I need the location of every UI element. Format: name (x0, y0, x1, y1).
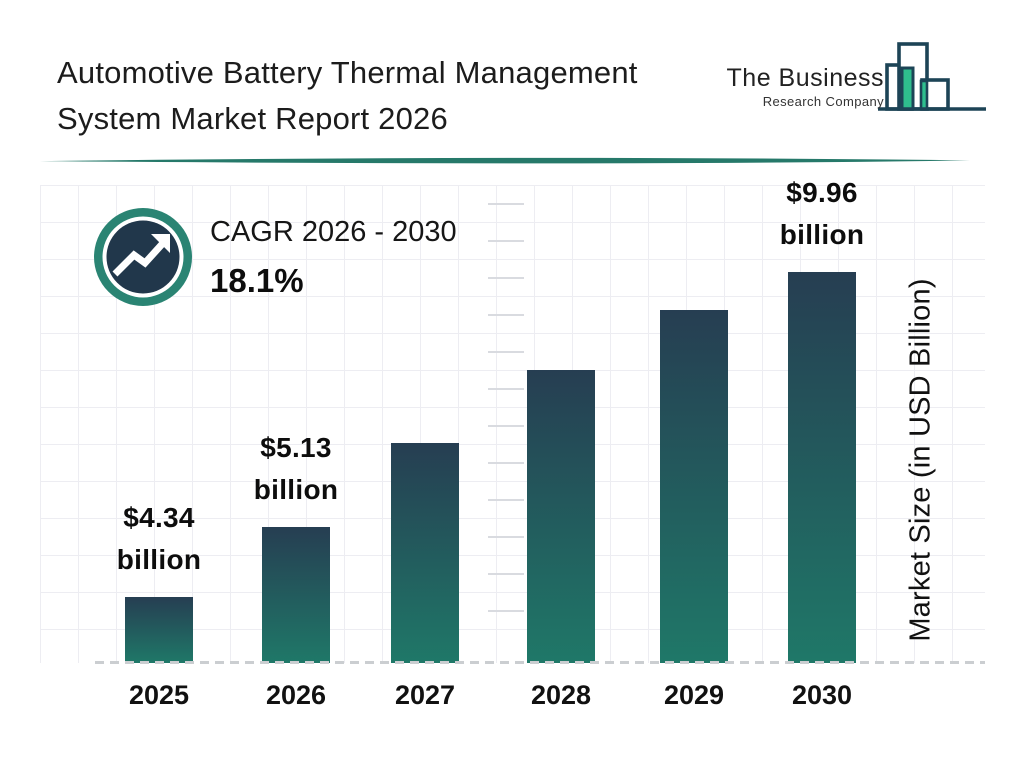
cagr-value: 18.1% (210, 262, 304, 299)
bar-2027 (391, 443, 459, 663)
company-subname: Research Company (762, 93, 884, 109)
bar-2026 (262, 527, 330, 663)
x-axis-label-2030: 2030 (791, 680, 853, 710)
page-title: Automotive Battery Thermal Management Sy… (57, 50, 638, 142)
page-title-line2: System Market Report 2026 (57, 101, 448, 136)
x-axis-label-2026: 2026 (265, 680, 327, 710)
y-axis-label: Market Size (in USD Billion) (904, 278, 937, 642)
bar-2030 (788, 272, 856, 663)
bar-value-amount: $9.96 (786, 177, 858, 208)
page-title-line1: Automotive Battery Thermal Management (57, 55, 638, 90)
bar-value-label-2026: $5.13 billion (206, 427, 386, 511)
trending-up-icon (94, 208, 192, 306)
bar-value-unit: billion (779, 219, 865, 250)
x-axis-baseline (95, 661, 985, 664)
company-logo: The Business Research Company (727, 36, 988, 118)
bar-value-unit: billion (116, 544, 202, 575)
axis-minor-ticks (488, 203, 524, 645)
x-axis-label-2025: 2025 (128, 680, 190, 710)
bar-2029 (660, 310, 728, 663)
bar-value-amount: $5.13 (260, 432, 332, 463)
bar-value-label-2030: $9.96 billion (732, 172, 912, 256)
company-logo-text: The Business Research Company (727, 64, 884, 109)
cagr-period-label: CAGR 2026 - 2030 (210, 216, 457, 248)
x-axis-label-2029: 2029 (663, 680, 725, 710)
bar-2028 (527, 370, 595, 663)
bar-value-amount: $4.34 (123, 502, 195, 533)
x-axis-label-2027: 2027 (394, 680, 456, 710)
company-name: The Business (726, 63, 884, 92)
bar-value-unit: billion (253, 474, 339, 505)
divider-line (40, 157, 970, 164)
bar-2025 (125, 597, 193, 663)
x-axis-label-2028: 2028 (530, 680, 592, 710)
bar-value-label-2025: $4.34 billion (69, 497, 249, 581)
bar-chart-logo-icon (878, 42, 986, 111)
